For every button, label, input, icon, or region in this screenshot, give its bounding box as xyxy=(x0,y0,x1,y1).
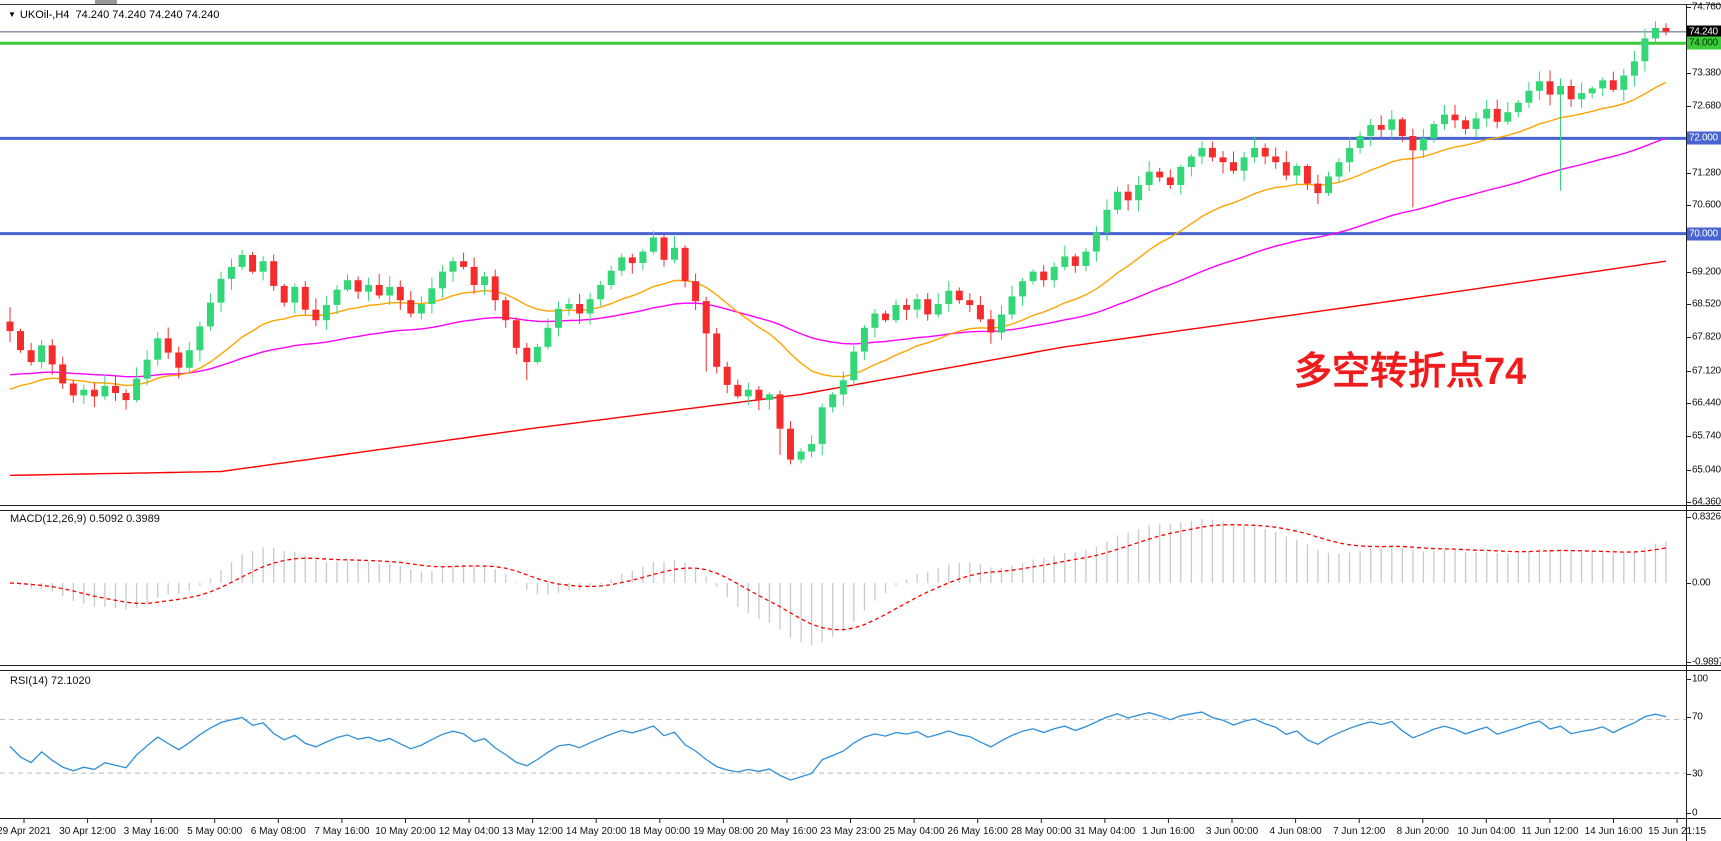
axis-tick xyxy=(1687,7,1691,8)
svg-text:30 Apr 12:00: 30 Apr 12:00 xyxy=(59,826,116,837)
axis-tick xyxy=(1687,272,1691,273)
svg-text:10 May 20:00: 10 May 20:00 xyxy=(375,826,436,837)
price-label-72.680: 72.680 xyxy=(1692,100,1721,112)
axis-tick xyxy=(1687,403,1691,404)
ma-mid-line xyxy=(9,137,1667,378)
axis-tick xyxy=(1687,337,1691,338)
axis-tick xyxy=(1687,583,1691,584)
svg-text:8 Jun 20:00: 8 Jun 20:00 xyxy=(1397,826,1450,837)
rsi-svg[interactable] xyxy=(0,671,1721,818)
axis-tick xyxy=(1687,813,1691,814)
svg-text:1 Jun 16:00: 1 Jun 16:00 xyxy=(1142,826,1195,837)
price-badge-74.000: 74.000 xyxy=(1687,36,1721,50)
svg-text:10 Jun 04:00: 10 Jun 04:00 xyxy=(1457,826,1515,837)
price-badge-72.000: 72.000 xyxy=(1687,131,1721,145)
svg-text:11 Jun 12:00: 11 Jun 12:00 xyxy=(1521,826,1579,837)
price-label-65.040: 65.040 xyxy=(1692,464,1721,476)
axis-tick xyxy=(1687,106,1691,107)
axis-tick xyxy=(1687,73,1691,74)
price-badge-74.240: 74.240 xyxy=(1687,25,1721,39)
main-chart-svg[interactable] xyxy=(0,0,1721,505)
panel-splitter-rsi[interactable] xyxy=(0,665,1721,671)
svg-text:3 May 16:00: 3 May 16:00 xyxy=(124,826,179,837)
svg-text:29 Apr 2021: 29 Apr 2021 xyxy=(0,826,51,837)
chart-symbol-label: UKOil-,H4 xyxy=(19,9,70,21)
axis-tick xyxy=(1687,517,1691,518)
svg-text:3 Jun 00:00: 3 Jun 00:00 xyxy=(1206,826,1259,837)
axis-tick xyxy=(1687,774,1691,775)
axis-tick xyxy=(1687,470,1691,471)
svg-text:18 May 00:00: 18 May 00:00 xyxy=(629,826,690,837)
time-axis-svg[interactable]: 29 Apr 2021 30 Apr 12:00 3 May 16:00 5 May … xyxy=(0,819,1721,841)
chart-quotes-label: 74.240 74.240 74.240 74.240 xyxy=(75,9,220,21)
svg-text:15 Jun 21:15: 15 Jun 21:15 xyxy=(1648,826,1706,837)
price-label-69.200: 69.200 xyxy=(1692,266,1721,278)
ma-fast-line xyxy=(9,81,1667,390)
price-axis-border xyxy=(1686,4,1687,841)
rsi-panel[interactable] xyxy=(0,671,1721,818)
svg-text:14 May 20:00: 14 May 20:00 xyxy=(566,826,627,837)
chart-dropdown-icon[interactable]: ▼ xyxy=(8,10,16,19)
price-label-67.120: 67.120 xyxy=(1692,365,1721,377)
macd-axis-label-0.00: 0.00 xyxy=(1692,577,1711,589)
svg-text:23 May 23:00: 23 May 23:00 xyxy=(820,826,881,837)
macd-axis-label-0.8326: 0.8326 xyxy=(1692,511,1721,523)
time-axis[interactable]: 29 Apr 2021 30 Apr 12:00 3 May 16:00 5 May … xyxy=(0,819,1721,841)
price-label-74.760: 74.760 xyxy=(1692,1,1721,13)
price-label-66.440: 66.440 xyxy=(1692,397,1721,409)
candles[interactable] xyxy=(6,21,1670,465)
svg-text:19 May 08:00: 19 May 08:00 xyxy=(693,826,754,837)
svg-text:31 May 04:00: 31 May 04:00 xyxy=(1075,826,1136,837)
svg-text:25 May 04:00: 25 May 04:00 xyxy=(884,826,945,837)
rsi-axis-label-100: 100 xyxy=(1692,673,1708,685)
rsi-axis-label-70: 70 xyxy=(1692,711,1703,723)
axis-tick xyxy=(1687,205,1691,206)
axis-tick xyxy=(1687,679,1691,680)
svg-text:7 May 16:00: 7 May 16:00 xyxy=(314,826,369,837)
svg-text:20 May 16:00: 20 May 16:00 xyxy=(757,826,818,837)
svg-text:4 Jun 08:00: 4 Jun 08:00 xyxy=(1269,826,1322,837)
price-label-68.520: 68.520 xyxy=(1692,298,1721,310)
svg-text:26 May 16:00: 26 May 16:00 xyxy=(947,826,1008,837)
axis-tick xyxy=(1687,173,1691,174)
price-label-73.380: 73.380 xyxy=(1692,67,1721,79)
rsi-label: RSI(14) 72.1020 xyxy=(10,675,91,687)
rsi-axis-label-0: 0 xyxy=(1692,807,1698,819)
price-label-64.360: 64.360 xyxy=(1692,496,1721,508)
svg-text:7 Jun 12:00: 7 Jun 12:00 xyxy=(1333,826,1386,837)
macd-signal-line xyxy=(9,524,1667,631)
svg-text:6 May 08:00: 6 May 08:00 xyxy=(251,826,306,837)
macd-axis-label--0.9897: -0.9897 xyxy=(1692,656,1721,668)
ma-slow-line xyxy=(9,260,1667,476)
svg-text:13 May 12:00: 13 May 12:00 xyxy=(502,826,563,837)
svg-text:12 May 04:00: 12 May 04:00 xyxy=(439,826,500,837)
rsi-line xyxy=(9,711,1667,781)
annotation-text: 多空转折点74 xyxy=(1294,351,1527,393)
axis-tick xyxy=(1687,502,1691,503)
axis-tick xyxy=(1687,304,1691,305)
axis-tick xyxy=(1687,371,1691,372)
time-axis-border xyxy=(0,818,1721,819)
svg-text:5 May 00:00: 5 May 00:00 xyxy=(187,826,242,837)
rsi-axis-label-30: 30 xyxy=(1692,768,1703,780)
svg-text:28 May 00:00: 28 May 00:00 xyxy=(1011,826,1072,837)
axis-tick xyxy=(1687,662,1691,663)
panel-splitter-macd[interactable] xyxy=(0,505,1721,511)
axis-tick xyxy=(1687,436,1691,437)
price-badge-70.000: 70.000 xyxy=(1687,227,1721,241)
macd-panel[interactable] xyxy=(0,511,1721,666)
price-label-71.280: 71.280 xyxy=(1692,167,1721,179)
chart-top-border xyxy=(0,4,1721,5)
axis-tick xyxy=(1687,717,1691,718)
price-label-65.740: 65.740 xyxy=(1692,430,1721,442)
price-label-70.600: 70.600 xyxy=(1692,199,1721,211)
macd-svg[interactable] xyxy=(0,511,1721,666)
main-price-chart[interactable] xyxy=(0,0,1721,505)
macd-label: MACD(12,26,9) 0.5092 0.3989 xyxy=(10,513,160,525)
svg-text:14 Jun 16:00: 14 Jun 16:00 xyxy=(1585,826,1643,837)
chart-title: ▼ UKOil-,H4 74.240 74.240 74.240 74.240 xyxy=(8,9,219,21)
price-label-67.820: 67.820 xyxy=(1692,331,1721,343)
pane-splitter-handle[interactable] xyxy=(95,0,117,4)
